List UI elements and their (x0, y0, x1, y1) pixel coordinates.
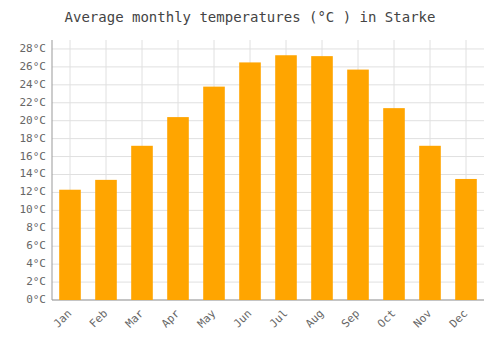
x-tick-label: Sep (339, 307, 362, 330)
y-grid-line (52, 84, 484, 85)
x-tick-label: Dec (447, 307, 470, 330)
x-tick-label: Oct (375, 307, 398, 330)
y-tick-label: 28°C (20, 42, 47, 55)
y-tick-label: 18°C (20, 132, 47, 145)
bar (383, 108, 405, 300)
y-grid-line (52, 48, 484, 49)
y-tick-label: 14°C (20, 167, 47, 180)
x-tick-label: Jul (267, 307, 290, 330)
y-tick-label: 16°C (20, 150, 47, 163)
y-tick-label: 0°C (26, 293, 46, 306)
bar (167, 117, 189, 300)
grid (52, 40, 484, 300)
chart: 0°C 2°C 4°C 6°C 8°C 10°C 12°C 14°C 16°C 18°C 20°C 2… (0, 0, 500, 350)
x-tick-label: Jan (51, 307, 74, 330)
bar (131, 146, 153, 300)
y-tick-label: 12°C (20, 185, 47, 198)
y-grid-line (52, 120, 484, 121)
y-tick-label: 22°C (20, 96, 47, 109)
x-tick-label: Nov (411, 307, 435, 331)
bar (59, 190, 81, 300)
y-tick-label: 24°C (20, 78, 47, 91)
chart-container: 0°C 2°C 4°C 6°C 8°C 10°C 12°C 14°C 16°C 18°C 20°C 2… (0, 0, 500, 350)
bar (347, 70, 369, 300)
y-tick-label: 8°C (26, 221, 46, 234)
bars (59, 55, 477, 300)
y-tick-label: 20°C (20, 114, 47, 127)
bar (239, 62, 261, 300)
y-grid-line (52, 138, 484, 139)
x-tick-label: Jun (231, 307, 254, 330)
y-tick-label: 26°C (20, 60, 47, 73)
x-tick-label: May (195, 307, 219, 331)
y-tick-label: 6°C (26, 239, 46, 252)
y-tick-label: 2°C (26, 275, 46, 288)
bar (203, 87, 225, 300)
x-tick-label: Aug (303, 307, 326, 330)
x-tick-label: Mar (123, 307, 147, 331)
bar (95, 180, 117, 300)
bar (311, 56, 333, 300)
bar (275, 55, 297, 300)
x-tick-label: Apr (159, 307, 183, 331)
x-tick-label: Feb (87, 307, 110, 330)
title: Average monthly temperatures (°C ) in St… (65, 9, 436, 25)
y-axis-line (52, 40, 53, 300)
y-grid-line (52, 66, 484, 67)
y-grid-line (52, 102, 484, 103)
y-tick-label: 4°C (26, 257, 46, 270)
bar (455, 179, 477, 300)
bar (419, 146, 441, 300)
y-tick-label: 10°C (20, 203, 47, 216)
